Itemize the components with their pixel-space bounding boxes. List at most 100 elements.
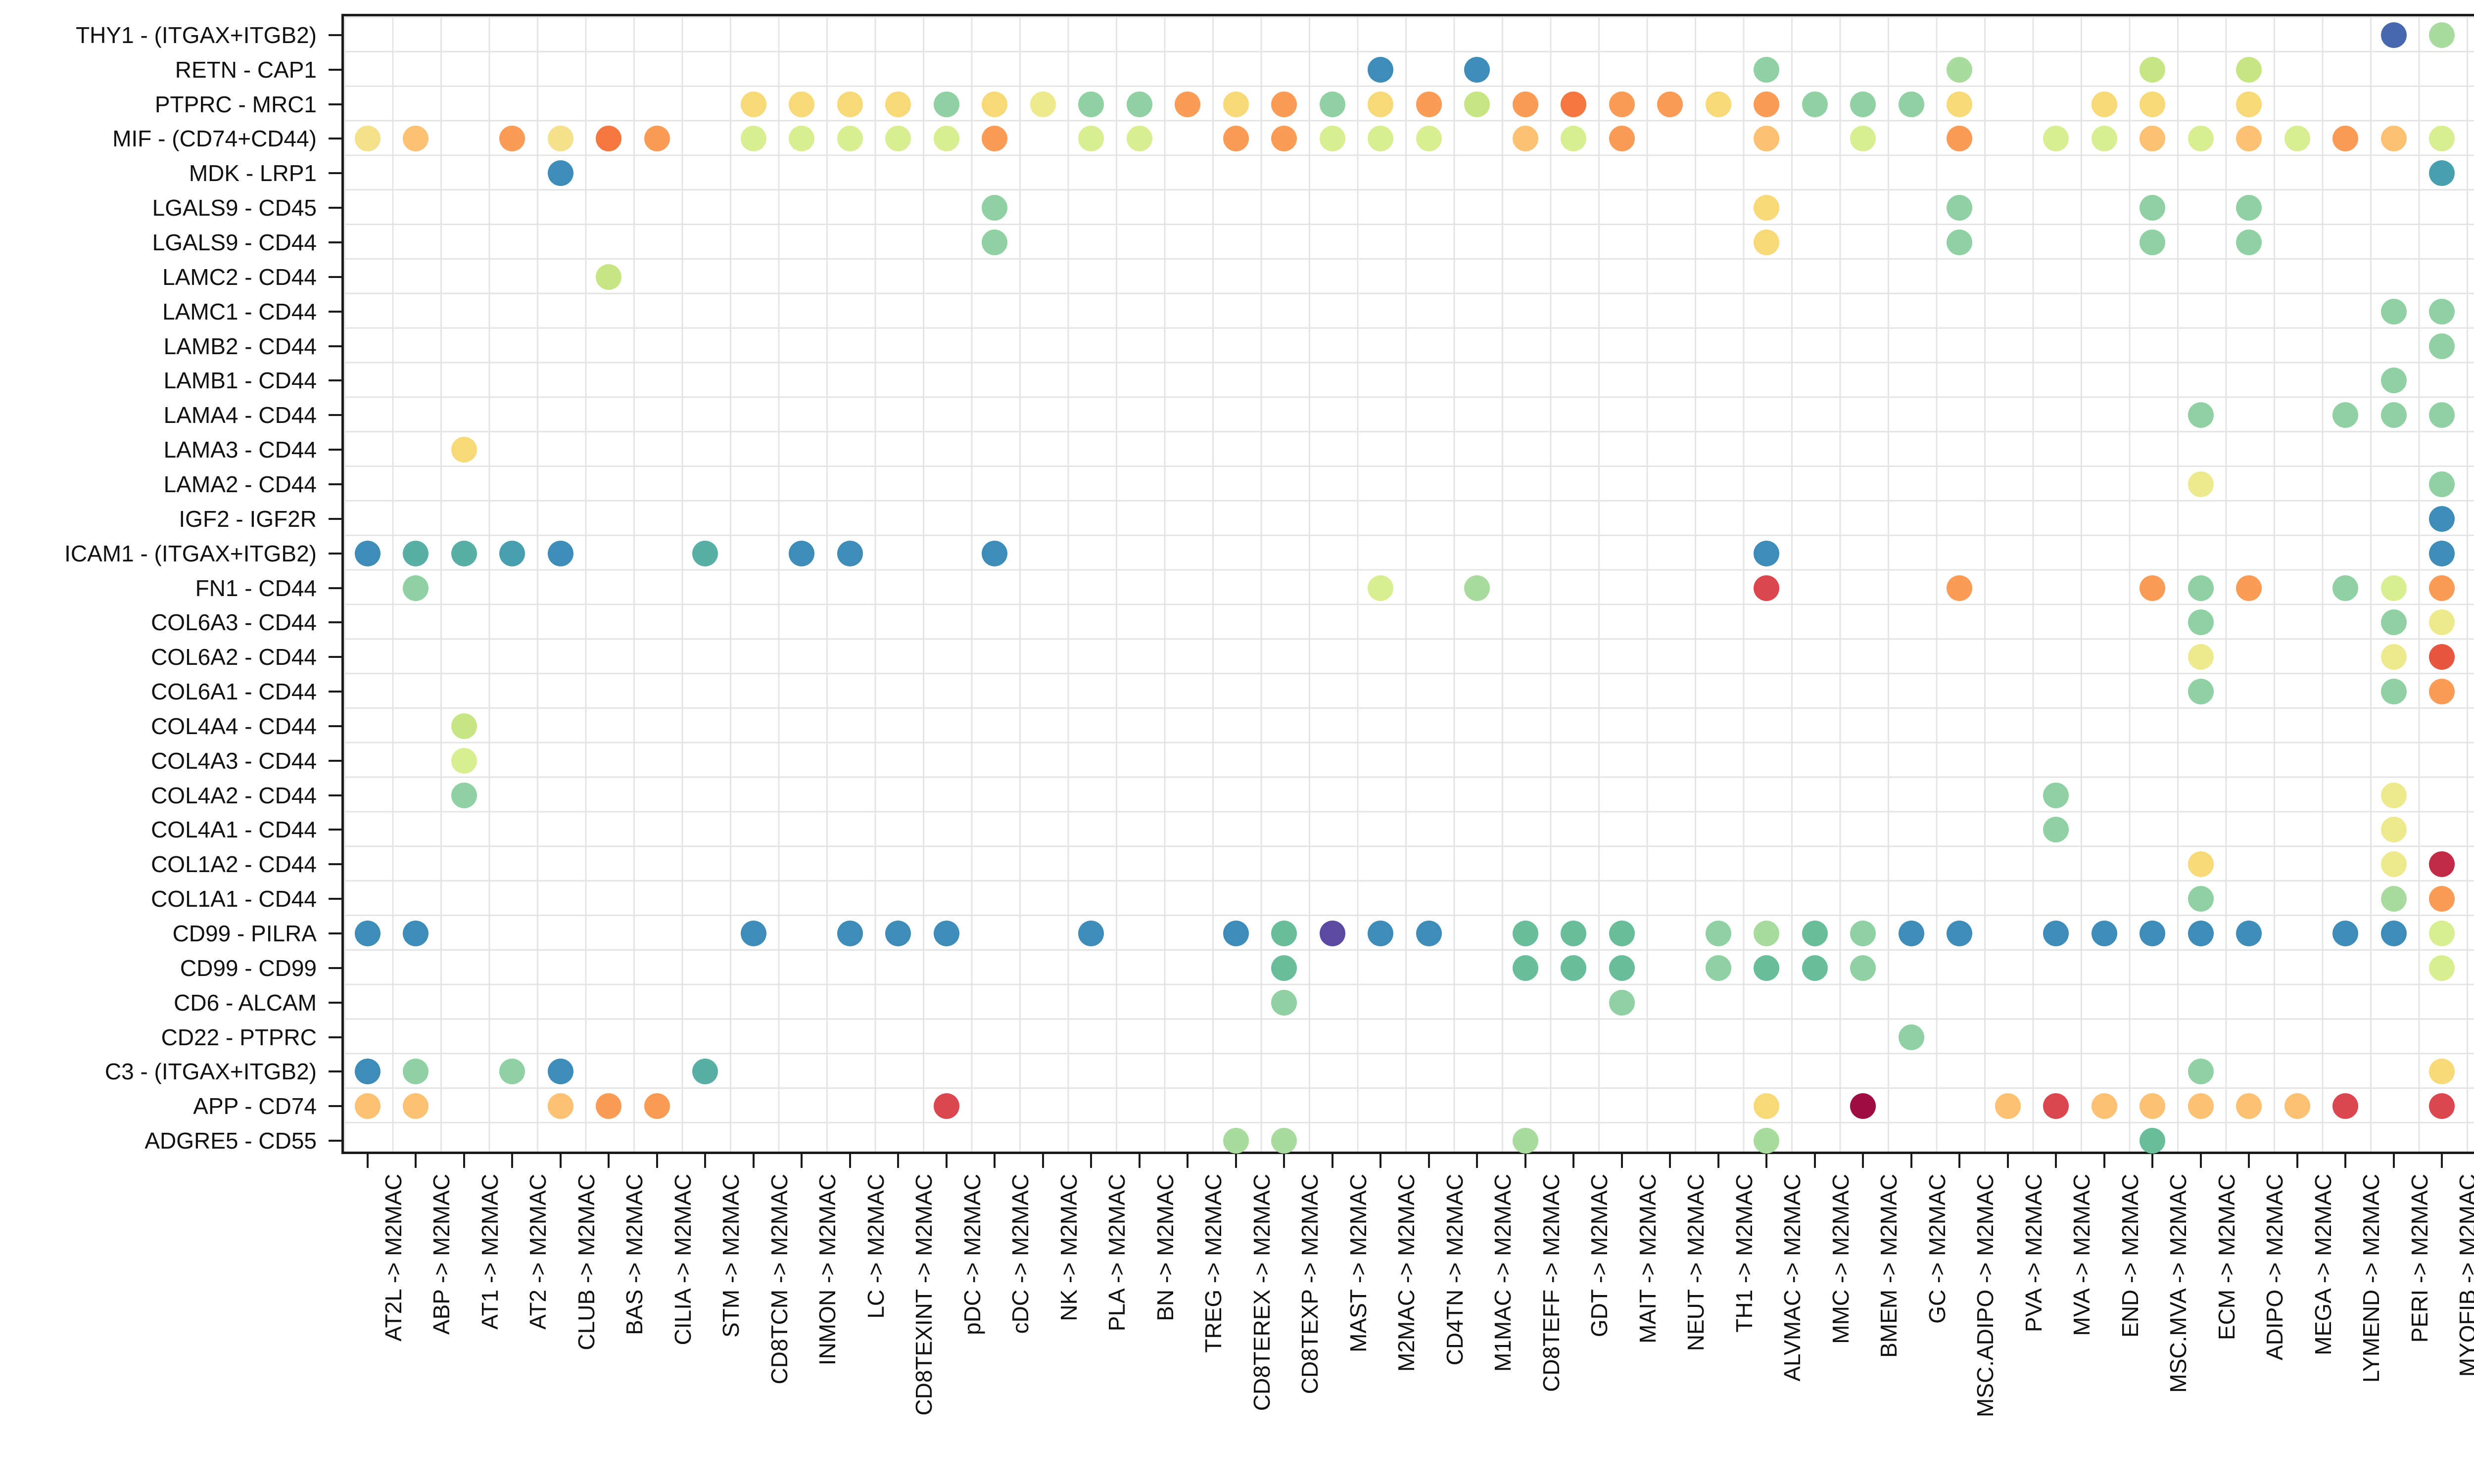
x-axis-tick [1958,1154,1961,1168]
data-dot [1947,91,1973,117]
y-axis-label: ADGRE5 - CD55 [144,1128,317,1154]
y-axis-label: THY1 - (ITGAX+ITGB2) [76,22,317,48]
data-dot [933,91,959,117]
x-axis-label: CD8TEXINT -> M2MAC [911,1174,937,1416]
x-axis-tick [2006,1154,2009,1168]
data-dot [1561,920,1587,946]
data-dot [2429,540,2455,566]
x-axis-tick [704,1154,707,1168]
data-dot [2188,402,2214,428]
x-axis-tick [1138,1154,1141,1168]
data-dot [1561,126,1587,152]
data-dot [2236,91,2262,117]
data-dot [1947,195,1973,221]
data-dot [2091,1093,2117,1119]
data-dot [2140,126,2166,152]
data-dot [2429,920,2455,946]
y-axis-tick [329,898,341,900]
data-dot [1609,989,1635,1016]
y-axis-label: LGALS9 - CD44 [152,230,317,255]
y-axis-tick [329,794,341,796]
data-dot [1368,920,1394,946]
data-dot [403,126,429,152]
x-axis-tick [1765,1154,1768,1168]
x-axis-label: MSC.ADIPO -> M2MAC [1972,1174,1998,1418]
data-dot [1464,56,1490,83]
data-dot [982,540,1008,566]
data-dot [1609,91,1635,117]
data-dot [1947,126,1973,152]
data-dot [2140,1128,2166,1154]
y-axis-tick [329,1140,341,1142]
data-dot [2043,817,2069,843]
x-axis-label: PLA -> M2MAC [1104,1174,1130,1332]
y-axis-label: APP - CD74 [193,1093,317,1119]
data-dot [451,782,477,808]
y-axis-label: CD22 - PTPRC [161,1024,317,1050]
data-dot [547,1093,573,1119]
data-dot [789,540,815,566]
data-dot [2429,1093,2455,1119]
data-dot [1271,1128,1297,1154]
y-axis-label: LAMB2 - CD44 [163,333,317,359]
data-dot [692,540,718,566]
y-axis-label: COL4A2 - CD44 [151,782,317,808]
data-dot [740,920,766,946]
data-dot [1319,91,1345,117]
y-axis-label: CD6 - ALCAM [174,989,317,1016]
plot-panel [341,14,2474,1154]
data-dot [2332,1093,2359,1119]
data-dot [2188,471,2214,497]
data-dot [1561,955,1587,981]
data-dot [1078,920,1104,946]
data-dot [2429,886,2455,912]
data-dot [982,230,1008,255]
y-axis-label: COL4A4 - CD44 [151,713,317,739]
data-dot [2332,575,2359,601]
data-dot [1802,920,1828,946]
y-axis-tick [329,967,341,969]
data-dot [740,91,766,117]
x-axis-label: PVA -> M2MAC [2020,1174,2046,1332]
x-axis-label: INMON -> M2MAC [814,1174,841,1366]
data-dot [403,920,429,946]
data-dot [2429,126,2455,152]
x-axis-label: END -> M2MAC [2117,1174,2143,1338]
y-axis-label: LAMB1 - CD44 [163,368,317,394]
data-dot [2429,333,2455,359]
data-dot [2380,609,2407,636]
data-dot [1319,126,1345,152]
data-dot [1561,91,1587,117]
y-axis-tick [329,829,341,831]
x-axis-tick [1620,1154,1623,1168]
y-axis-label: C3 - (ITGAX+ITGB2) [104,1059,317,1085]
data-dot [1126,126,1152,152]
data-dot [837,540,863,566]
data-dot [2380,402,2407,428]
data-dot [1368,126,1394,152]
y-axis-label: COL1A1 - CD44 [151,886,317,912]
data-dot [1898,1024,1924,1050]
data-dot [1850,920,1876,946]
x-axis-tick [1862,1154,1864,1168]
x-axis-tick [656,1154,658,1168]
data-dot [2380,851,2407,878]
data-dot [2140,230,2166,255]
data-dot [2140,1093,2166,1119]
x-axis-label: LC -> M2MAC [862,1174,889,1319]
x-axis-label: ADIPO -> M2MAC [2262,1174,2288,1361]
x-axis-tick [1090,1154,1093,1168]
data-dot [885,91,911,117]
x-axis-tick [752,1154,755,1168]
x-axis-label: CILIA -> M2MAC [669,1174,696,1345]
data-dot [2091,126,2117,152]
x-axis-tick [1910,1154,1912,1168]
x-axis-label: CD8TEFF -> M2MAC [1538,1174,1564,1392]
data-dot [2380,575,2407,601]
x-axis-tick [2103,1154,2105,1168]
data-dot [982,195,1008,221]
data-dot [789,91,815,117]
data-dot [1754,575,1780,601]
x-axis-label: NEUT -> M2MAC [1683,1174,1709,1351]
